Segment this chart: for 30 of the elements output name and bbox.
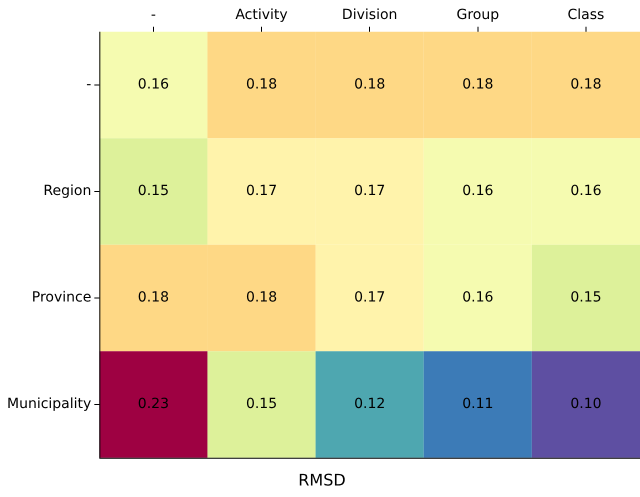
data-label: 0.17 xyxy=(246,183,278,200)
y-tick-label: Province xyxy=(32,290,92,306)
data-label: 0.10 xyxy=(570,396,602,412)
x-tick-label: Division xyxy=(342,7,398,24)
x-tick-label: - xyxy=(150,7,156,24)
x-axis-title: RMSD xyxy=(298,470,346,490)
data-label: 0.15 xyxy=(138,183,169,200)
data-label: 0.16 xyxy=(462,183,494,200)
data-label: 0.16 xyxy=(138,76,170,93)
data-label: 0.17 xyxy=(354,183,386,200)
x-tick-label: Activity xyxy=(235,7,288,24)
data-label: 0.18 xyxy=(462,76,494,93)
data-label: 0.16 xyxy=(570,183,602,200)
data-label: 0.18 xyxy=(354,76,386,93)
data-label: 0.18 xyxy=(246,76,278,93)
y-tick-label: Municipality xyxy=(6,396,92,412)
y-tick-label: - xyxy=(86,76,92,93)
data-label: 0.18 xyxy=(570,76,602,93)
data-label: 0.12 xyxy=(354,396,386,412)
y-tick-label: Region xyxy=(43,183,92,200)
data-label: 0.16 xyxy=(462,290,494,306)
data-label: 0.15 xyxy=(570,290,602,306)
data-label: 0.18 xyxy=(138,290,169,306)
x-tick-label: Group xyxy=(456,7,500,24)
x-tick-label: Class xyxy=(568,7,604,24)
data-label: 0.17 xyxy=(354,290,386,306)
data-label: 0.11 xyxy=(462,396,494,412)
data-label: 0.23 xyxy=(138,396,169,412)
data-label: 0.18 xyxy=(246,290,278,306)
data-label: 0.15 xyxy=(246,396,278,412)
